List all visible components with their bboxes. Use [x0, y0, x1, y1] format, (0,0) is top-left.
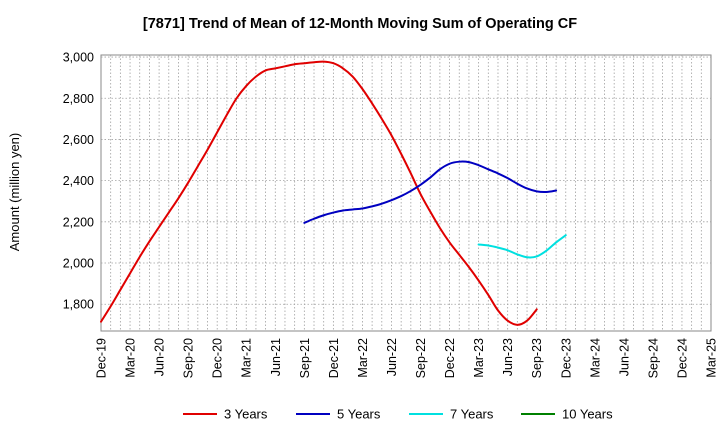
legend-label-5-years: 5 Years — [337, 407, 381, 422]
y-tick-label: 2,400 — [63, 174, 94, 188]
y-axis-title: Amount (million yen) — [7, 133, 22, 252]
x-tick-label: Dec-20 — [211, 338, 225, 378]
series-line-3-years — [100, 60, 538, 326]
x-tick-label: Mar-22 — [356, 338, 370, 378]
x-axis: Dec-19 Mar-20 Jun-20 Sep-20 Dec-20 Mar-21 Jun-… — [95, 338, 719, 378]
x-tick-label: Mar-20 — [124, 338, 138, 378]
series-line-7-years — [477, 234, 567, 259]
y-tick-label: 2,000 — [63, 257, 94, 271]
x-tick-label: Jun-24 — [617, 338, 631, 376]
x-tick-label: Mar-25 — [705, 338, 719, 378]
x-tick-label: Mar-21 — [240, 338, 254, 378]
x-tick-label: Jun-21 — [269, 338, 283, 376]
x-tick-label: Dec-22 — [443, 338, 457, 378]
x-tick-label: Sep-22 — [414, 338, 428, 378]
legend-label-10-years: 10 Years — [562, 407, 613, 422]
legend: 3 Years 5 Years 7 Years 10 Years — [183, 407, 613, 422]
y-tick-label: 3,000 — [63, 51, 94, 65]
x-tick-label: Mar-24 — [588, 338, 602, 378]
x-tick-label: Sep-24 — [646, 338, 660, 378]
x-tick-label: Dec-21 — [327, 338, 341, 378]
grid-lines — [101, 55, 711, 331]
y-axis: 1,800 2,000 2,200 2,400 2,600 2,800 3,000 — [63, 51, 94, 312]
y-tick-label: 2,800 — [63, 92, 94, 106]
y-tick-label: 2,200 — [63, 215, 94, 229]
x-tick-label: Sep-20 — [182, 338, 196, 378]
x-tick-label: Sep-23 — [530, 338, 544, 378]
series-line-5-years — [303, 160, 558, 224]
y-tick-label: 2,600 — [63, 133, 94, 147]
x-tick-label: Dec-24 — [675, 338, 689, 378]
x-tick-label: Jun-23 — [501, 338, 515, 376]
x-tick-label: Jun-20 — [153, 338, 167, 376]
series-group — [100, 60, 567, 326]
x-tick-label: Sep-21 — [298, 338, 312, 378]
x-tick-label: Dec-23 — [559, 338, 573, 378]
legend-label-3-years: 3 Years — [224, 407, 268, 422]
chart-title: [7871] Trend of Mean of 12-Month Moving … — [143, 16, 577, 32]
y-tick-label: 1,800 — [63, 298, 94, 312]
x-tick-label: Dec-19 — [95, 338, 109, 378]
x-tick-label: Mar-23 — [472, 338, 486, 378]
x-tick-label: Jun-22 — [385, 338, 399, 376]
legend-label-7-years: 7 Years — [450, 407, 494, 422]
